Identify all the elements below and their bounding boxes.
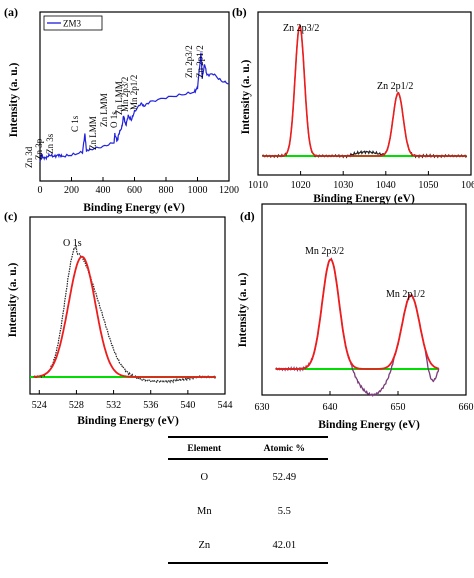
panel-d-label: (d) (240, 209, 255, 223)
annotation-c-1s: C 1s (70, 115, 80, 132)
panel-a-y-axis-title: Intensity (a. u.) (8, 62, 20, 137)
x-tick-label: 532 (106, 400, 121, 411)
x-tick-label: 200 (64, 185, 79, 196)
panel-c-frame (29, 216, 226, 395)
annotation-zn-2p1-2: Zn 2p1/2 (377, 81, 413, 92)
x-tick-label: 640 (323, 402, 338, 413)
x-tick-label: 540 (180, 400, 195, 411)
fit-line (275, 258, 439, 370)
panel-b-zn-2p-spectrum: (b) 1010 1020 1030 1040 1050 1060 Binding Ene… (232, 5, 474, 205)
panel-a-peak-annotations: Zn 3d Zn 3p Zn 3s C 1s Zn LMM Zn LMM O 1… (24, 45, 205, 168)
table-row: Mn 5.5 (168, 494, 328, 528)
cell-value-o: 52.49 (272, 471, 297, 483)
panel-b-y-axis-title: Intensity (a. u.) (240, 59, 252, 134)
x-tick-label: 1030 (333, 180, 353, 191)
x-tick-label: 600 (127, 185, 142, 196)
annotation-zn-lmm-2: Zn LMM (99, 93, 109, 127)
panel-b-x-axis-title: Binding Energy (eV) (313, 193, 415, 205)
series-line-zm3 (39, 52, 230, 163)
composition-table-container: Element Atomic % O 52.49 Mn 5.5 Zn 42.01 (168, 436, 328, 564)
panel-a-series (39, 52, 230, 163)
x-tick-label: 630 (255, 402, 270, 413)
annotation-zn-lmm-3: Zn LMM (114, 81, 124, 115)
panel-b-label: (b) (232, 5, 247, 19)
panel-c-o-1s-spectrum: (c) 524 528 532 536 540 544 Binding Energy (e… (4, 209, 233, 427)
cell-value-mn: 5.5 (277, 505, 291, 517)
x-tick-label: 1060 (461, 180, 474, 191)
annotation-zn-2p3-2: Zn 2p3/2 (283, 23, 319, 34)
annotation-o-1s-peak: O 1s (63, 238, 82, 249)
panel-a-x-axis-title: Binding Energy (eV) (83, 202, 185, 214)
raw-data-line (275, 257, 440, 397)
panel-d-mn-2p-spectrum: (d) 630 640 650 660 Binding Energy (eV) Int… (237, 203, 474, 431)
table-row: Zn 42.01 (168, 528, 328, 564)
table-row: O 52.49 (168, 459, 328, 494)
panel-d-series (275, 257, 440, 397)
x-tick-label: 800 (159, 185, 174, 196)
legend-label-zm3: ZM3 (63, 19, 82, 29)
panel-b-x-ticks: 1010 1020 1030 1040 1050 1060 (248, 171, 474, 191)
raw-data-line (33, 244, 217, 384)
cell-element-zn: Zn (168, 528, 241, 564)
cell-element-o: O (200, 471, 209, 483)
cell-value-zn: 42.01 (240, 528, 328, 564)
x-tick-label: 524 (32, 400, 47, 411)
x-tick-label: 0 (38, 185, 43, 196)
header-element: Element (168, 436, 241, 460)
x-tick-label: 1020 (291, 180, 311, 191)
header-atomic-percent: Atomic % (240, 436, 328, 460)
annotation-zn-3s: Zn 3s (45, 133, 55, 154)
annotation-mn-2p1-2-peak: Mn 2p1/2 (386, 289, 425, 300)
x-tick-label: 650 (391, 402, 406, 413)
x-tick-label: 528 (69, 400, 84, 411)
panel-a-survey-spectrum: (a) ZM3 0 200 400 600 800 1000 1200 Binding En… (4, 5, 239, 214)
x-tick-label: 1040 (376, 180, 396, 191)
panel-a-label: (a) (4, 5, 18, 19)
annotation-zn-3d: Zn 3d (24, 146, 34, 168)
x-tick-label: 536 (143, 400, 158, 411)
annotation-mn-2p1-2: Mn 2p1/2 (129, 75, 139, 110)
raw-data-line (261, 26, 468, 159)
x-tick-label: 1000 (188, 185, 208, 196)
x-tick-label: 400 (96, 185, 111, 196)
panel-d-x-ticks: 630 640 650 660 (255, 391, 474, 413)
panel-c-series (30, 244, 217, 384)
x-tick-label: 544 (218, 400, 233, 411)
cell-element-mn: Mn (197, 505, 212, 517)
legend-box (43, 15, 103, 31)
panel-d-y-axis-title: Intensity (a. u.) (237, 272, 249, 347)
annotation-zn-3p: Zn 3p (34, 138, 44, 160)
fit-line (33, 255, 216, 378)
panel-d-x-axis-title: Binding Energy (eV) (318, 419, 420, 431)
panel-c-x-axis-title: Binding Energy (eV) (77, 415, 179, 427)
panel-a-legend: ZM3 (43, 15, 103, 31)
panel-c-x-ticks: 524 528 532 536 540 544 (32, 390, 233, 411)
panel-c-y-axis-title: Intensity (a. u.) (7, 262, 19, 337)
x-tick-label: 1010 (248, 180, 268, 191)
annotation-mn-2p3-2-peak: Mn 2p3/2 (305, 246, 344, 257)
panel-c-label: (c) (4, 209, 17, 223)
annotation-zn-2p3-2-survey: Zn 2p3/2 (184, 45, 194, 78)
x-tick-label: 660 (459, 402, 474, 413)
panel-b-frame (257, 11, 472, 176)
annotation-zn-2p1-2-survey: Zn 2p1/2 (195, 45, 205, 78)
panel-a-x-ticks: 0 200 400 600 800 1000 1200 (38, 177, 239, 196)
x-tick-label: 1200 (219, 185, 239, 196)
annotation-zn-lmm-1: Zn LMM (88, 116, 98, 150)
composition-table: Element Atomic % O 52.49 Mn 5.5 Zn 42.01 (168, 436, 328, 564)
annotation-mn-2p3-2: Mn 2p3/2 (120, 77, 130, 112)
table-header-row: Element Atomic % (168, 436, 328, 460)
panel-b-series (261, 23, 468, 159)
fit-line (262, 23, 467, 157)
annotation-o-1s: O 1s (109, 111, 119, 128)
x-tick-label: 1050 (418, 180, 438, 191)
panel-d-frame (261, 203, 467, 396)
